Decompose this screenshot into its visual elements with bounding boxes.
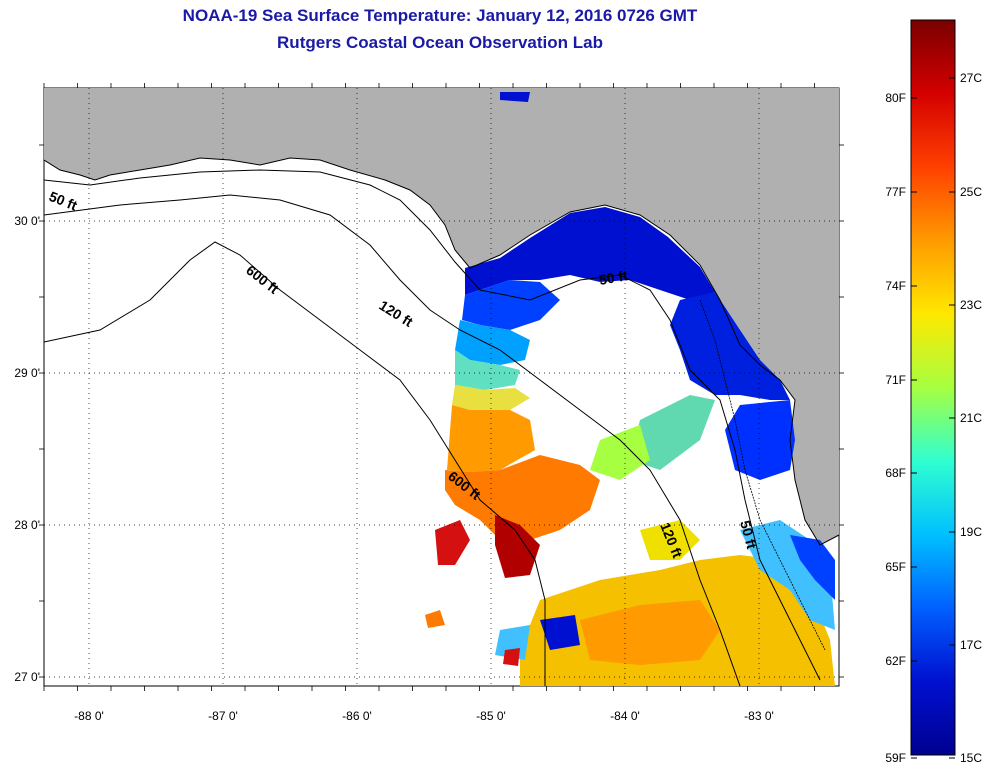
colorbar-c-label: 27C [960, 71, 982, 85]
latitude-axis: 30 0' 29 0' 28 0' 27 0' [14, 214, 40, 684]
map-subtitle: Rutgers Coastal Ocean Observation Lab [277, 33, 603, 52]
colorbar-f-label: 68F [885, 466, 906, 480]
colorbar-c-label: 17C [960, 638, 982, 652]
longitude-tick-label: -85 0' [476, 709, 506, 723]
longitude-axis: -88 0' -87 0' -86 0' -85 0' -84 0' -83 0' [74, 709, 774, 723]
colorbar-f-label: 71F [885, 373, 906, 387]
latitude-tick-label: 30 0' [14, 214, 40, 228]
longitude-tick-label: -83 0' [744, 709, 774, 723]
colorbar-c-label: 21C [960, 411, 982, 425]
contour-label: 50 ft [598, 267, 629, 288]
latitude-tick-label: 27 0' [14, 670, 40, 684]
contour-50ft-north [44, 169, 821, 681]
coastline [44, 157, 839, 546]
map-title: NOAA-19 Sea Surface Temperature: January… [182, 6, 698, 25]
colorbar-f-label: 80F [885, 91, 906, 105]
colorbar-fahrenheit-labels: 80F 77F 74F 71F 68F 65F 62F 59F [885, 91, 917, 765]
contour-label: 50 ft [737, 519, 760, 551]
colorbar-c-label: 19C [960, 525, 982, 539]
colorbar-f-label: 62F [885, 654, 906, 668]
longitude-tick-label: -86 0' [342, 709, 372, 723]
colorbar-c-label: 15C [960, 751, 982, 765]
colorbar-f-label: 74F [885, 279, 906, 293]
longitude-tick-label: -88 0' [74, 709, 104, 723]
contour-120ft [44, 194, 741, 686]
longitude-tick-label: -87 0' [208, 709, 238, 723]
land-mass [44, 88, 839, 545]
colorbar-c-label: 25C [960, 185, 982, 199]
colorbar-f-label: 77F [885, 185, 906, 199]
latitude-tick-label: 29 0' [14, 366, 40, 380]
contour-600ft [44, 241, 546, 686]
colorbar-f-label: 59F [885, 751, 906, 765]
colorbar-f-label: 65F [885, 560, 906, 574]
colorbar-celsius-labels: 27C 25C 23C 21C 19C 17C 15C [949, 71, 982, 765]
colorbar [910, 19, 956, 756]
colorbar-c-label: 23C [960, 298, 982, 312]
longitude-tick-label: -84 0' [610, 709, 640, 723]
latitude-tick-label: 28 0' [14, 518, 40, 532]
map-graticule [39, 83, 844, 691]
